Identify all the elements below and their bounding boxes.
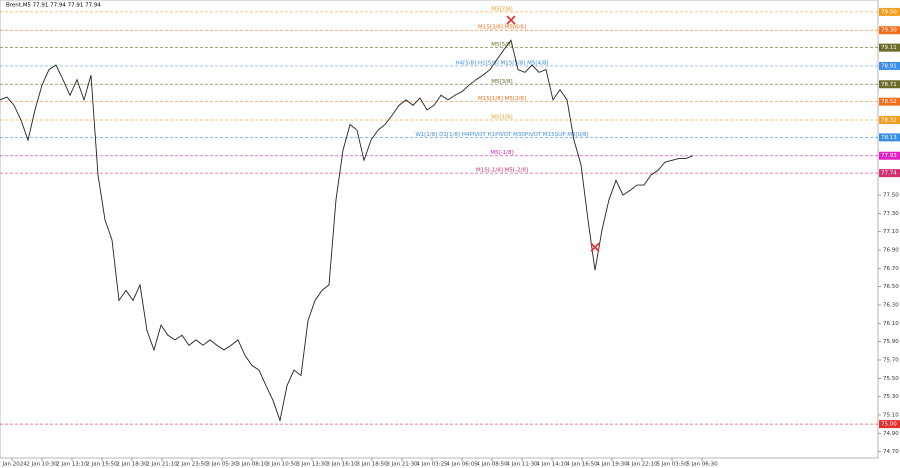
chart-title: Brent,M5 77.91 77.94 77.91 77.94 — [6, 3, 101, 9]
x-tick-label: 5 Jan 06:30 — [686, 462, 718, 468]
price-label: 78.13 — [881, 135, 897, 141]
price-label: 75.00 — [881, 422, 897, 428]
price-label: 78.91 — [881, 63, 897, 69]
x-tick-label: 2 Jan 23:50 — [176, 462, 208, 468]
price-box — [879, 43, 900, 52]
x-tick-label: 4 Jan 08:50 — [476, 462, 508, 468]
price-label: 77.74 — [881, 171, 897, 177]
y-tick-label: 75.90 — [883, 339, 899, 345]
y-tick-label: 74.70 — [883, 449, 899, 455]
x-tick-label: 2 Jan 21:10 — [146, 462, 178, 468]
price-label: 78.52 — [881, 99, 897, 105]
y-tick-label: 77.10 — [883, 229, 899, 235]
price-box — [879, 97, 900, 106]
x-tick-label: 4 Jan 22:10 — [626, 462, 658, 468]
price-label: 79.11 — [881, 45, 897, 51]
y-tick-label: 75.30 — [883, 394, 899, 400]
price-box — [879, 169, 900, 178]
x-tick-label: 3 Jan 16:10 — [326, 462, 358, 468]
level-label: M5[3/8] — [491, 79, 512, 85]
price-label: 79.30 — [881, 28, 897, 34]
x-tick-label: 2 Jan 13:10 — [56, 462, 88, 468]
y-tick-label: 74.90 — [883, 431, 899, 437]
price-box — [879, 420, 900, 429]
level-label: M5[7/8] — [491, 6, 512, 12]
x-tick-label: 4 Jan 14:10 — [536, 462, 568, 468]
price-box — [879, 115, 900, 124]
level-label: W1[1/8] D1[1/8] H4PIVOT H1PIVOT M30PIVOT… — [415, 132, 588, 138]
price-label: 79.50 — [881, 9, 897, 15]
y-tick-label: 75.70 — [883, 357, 899, 363]
price-line — [0, 39, 694, 423]
x-tick-label: 4 Jan 16:50 — [566, 462, 598, 468]
level-label: M5[-1/8] — [490, 150, 513, 156]
x-tick-label: 3 Jan 10:50 — [266, 462, 298, 468]
signal-marker — [506, 15, 516, 25]
x-tick-label: 3 Jan 13:30 — [296, 462, 328, 468]
y-tick-label: 75.10 — [883, 412, 899, 418]
plot-frame — [0, 0, 879, 459]
y-tick-label: 76.90 — [883, 248, 899, 254]
x-tick-label: 4 Jan 11:30 — [506, 462, 538, 468]
x-tick-label: 3 Jan 18:50 — [356, 462, 388, 468]
level-label: M5[5/8] — [491, 42, 512, 48]
level-label: M15[-1/8] M5[-2/8] — [476, 168, 528, 174]
x-tick-label: 5 Jan 03:50 — [656, 462, 688, 468]
price-label: 78.71 — [881, 82, 897, 88]
level-label: M15[3/8] M5[6/8] — [478, 25, 526, 31]
x-tick-label: 3 Jan 08:10 — [236, 462, 268, 468]
price-label: 78.32 — [881, 117, 897, 123]
level-label: M5[1/8] — [491, 114, 512, 120]
signal-marker — [590, 242, 600, 252]
price-box — [879, 151, 900, 160]
price-box — [879, 80, 900, 89]
x-tick-label: 2 Jan 2024 — [0, 462, 27, 468]
price-box — [879, 61, 900, 70]
y-tick-label: 76.50 — [883, 284, 899, 290]
price-box — [879, 26, 900, 35]
x-tick-label: 2 Jan 15:50 — [86, 462, 118, 468]
y-tick-label: 75.50 — [883, 376, 899, 382]
x-tick-label: 2 Jan 18:30 — [116, 462, 148, 468]
x-tick-label: 3 Jan 21:30 — [386, 462, 418, 468]
level-label: M15[1/8] M5[2/8] — [478, 96, 526, 102]
y-tick-label: 76.10 — [883, 321, 899, 327]
price-box — [879, 7, 900, 16]
x-tick-label: 4 Jan 06:05 — [446, 462, 478, 468]
level-label: H4[5/8] H1[5/8] M15[5/8] M5[4/8] — [455, 60, 548, 66]
x-tick-label: 4 Jan 03:25 — [416, 462, 448, 468]
price-label: 77.93 — [881, 153, 897, 159]
x-tick-label: 4 Jan 19:30 — [596, 462, 628, 468]
y-tick-label: 77.50 — [883, 193, 899, 199]
price-box — [879, 133, 900, 142]
x-tick-label: 3 Jan 05:30 — [206, 462, 238, 468]
y-tick-label: 77.30 — [883, 211, 899, 217]
y-tick-label: 76.30 — [883, 303, 899, 309]
x-tick-label: 2 Jan 10:30 — [26, 462, 58, 468]
y-tick-label: 76.70 — [883, 266, 899, 272]
